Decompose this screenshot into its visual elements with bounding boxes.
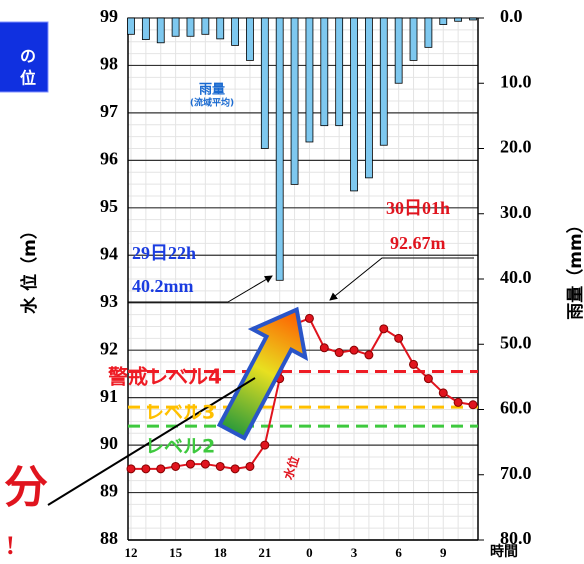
water-level-point bbox=[424, 375, 432, 383]
rain-bar bbox=[410, 18, 417, 60]
water-level-point bbox=[142, 465, 150, 473]
y-tick-label: 96 bbox=[100, 148, 118, 168]
rain-bar bbox=[187, 18, 194, 36]
rain-bar bbox=[351, 18, 358, 191]
x-tick-label: 12 bbox=[125, 545, 138, 560]
water-level-point bbox=[127, 465, 135, 473]
rain-bar bbox=[172, 18, 179, 36]
y-tick-label: 92 bbox=[100, 338, 118, 358]
x-tick-label: 0 bbox=[306, 545, 313, 560]
rain-bar bbox=[261, 18, 268, 149]
rain-bar bbox=[157, 18, 164, 43]
level-label: 警戒レベル4 bbox=[108, 365, 222, 389]
x-tick-label: 15 bbox=[169, 545, 183, 560]
water-level-point bbox=[186, 460, 194, 468]
water-level-point bbox=[410, 360, 418, 368]
rain-bar bbox=[336, 18, 343, 126]
rain-bar bbox=[128, 18, 135, 34]
rain-bar bbox=[291, 18, 298, 184]
water-level-point bbox=[335, 349, 343, 357]
x-tick-label: 9 bbox=[440, 545, 447, 560]
water-level-point bbox=[305, 314, 313, 322]
y-tick-label: 97 bbox=[100, 101, 118, 121]
chart: の 位 分 ! 8889909192939495969798990.010.02… bbox=[0, 0, 584, 564]
legend-level: 水位 bbox=[280, 454, 302, 481]
water-level-point bbox=[365, 351, 373, 359]
y-tick-label: 93 bbox=[100, 291, 118, 311]
annotation: 30日01h bbox=[386, 198, 450, 218]
rain-bar bbox=[365, 18, 372, 178]
level-label: レベル2 bbox=[145, 436, 215, 458]
y2-tick-label: 30.0 bbox=[500, 202, 532, 222]
rain-bar bbox=[440, 18, 447, 25]
y-tick-label: 94 bbox=[100, 243, 118, 263]
y2-tick-label: 70.0 bbox=[500, 463, 532, 483]
x-tick-label: 18 bbox=[214, 545, 228, 560]
rain-bar bbox=[470, 18, 477, 20]
rain-bar bbox=[306, 18, 313, 142]
y2-axis-label: 雨量（mm） bbox=[565, 216, 584, 319]
x-tick-label: 21 bbox=[258, 545, 271, 560]
water-level-point bbox=[201, 460, 209, 468]
water-level-point bbox=[454, 398, 462, 406]
water-level-point bbox=[439, 389, 447, 397]
water-level-point bbox=[469, 401, 477, 409]
y2-tick-label: 0.0 bbox=[500, 6, 523, 26]
y-tick-label: 88 bbox=[100, 528, 118, 548]
y2-tick-label: 40.0 bbox=[500, 267, 532, 287]
y-tick-label: 89 bbox=[100, 481, 118, 501]
x-axis-label: 時間 bbox=[490, 543, 518, 560]
legend-rain-sub: (流域平均) bbox=[190, 97, 234, 109]
side-text: 分 bbox=[4, 463, 48, 512]
y2-tick-label: 10.0 bbox=[500, 71, 532, 91]
water-level-point bbox=[395, 334, 403, 342]
water-level-point bbox=[350, 346, 358, 354]
rain-bar bbox=[321, 18, 328, 126]
y2-tick-label: 20.0 bbox=[500, 137, 532, 157]
box-text: 位 bbox=[20, 69, 36, 88]
rain-bar bbox=[395, 18, 402, 83]
y-tick-label: 98 bbox=[100, 54, 118, 74]
water-level-point bbox=[216, 462, 224, 470]
y2-tick-label: 60.0 bbox=[500, 398, 532, 418]
water-level-point bbox=[231, 465, 239, 473]
y-axis-label: 水 位（m） bbox=[19, 222, 40, 314]
rain-bar bbox=[276, 18, 283, 280]
y-tick-label: 99 bbox=[100, 6, 118, 26]
rain-bar bbox=[232, 18, 239, 45]
rain-bar bbox=[380, 18, 387, 145]
rain-bar bbox=[202, 18, 209, 34]
box-text: の bbox=[20, 49, 36, 66]
x-tick-label: 3 bbox=[351, 545, 358, 560]
y-tick-label: 95 bbox=[100, 196, 118, 216]
rain-bar bbox=[217, 18, 224, 39]
legend-rain: 雨量 bbox=[199, 83, 225, 98]
y-tick-label: 90 bbox=[100, 433, 118, 453]
rain-bar bbox=[246, 18, 253, 60]
rain-bar bbox=[425, 18, 432, 47]
y2-tick-label: 50.0 bbox=[500, 332, 532, 352]
x-tick-label: 6 bbox=[395, 545, 402, 560]
level-label: レベル3 bbox=[145, 402, 215, 424]
water-level-point bbox=[246, 462, 254, 470]
water-level-point bbox=[157, 465, 165, 473]
annotation: 92.67m bbox=[390, 233, 446, 253]
water-level-point bbox=[172, 462, 180, 470]
rain-bar bbox=[142, 18, 149, 40]
side-text: ! bbox=[6, 531, 15, 560]
water-level-point bbox=[261, 441, 269, 449]
y-tick-label: 91 bbox=[100, 386, 118, 406]
annotation: 29日22h bbox=[132, 243, 196, 263]
water-level-point bbox=[380, 325, 388, 333]
annotation: 40.2mm bbox=[132, 276, 194, 296]
water-level-point bbox=[320, 344, 328, 352]
rain-bar bbox=[455, 18, 462, 21]
